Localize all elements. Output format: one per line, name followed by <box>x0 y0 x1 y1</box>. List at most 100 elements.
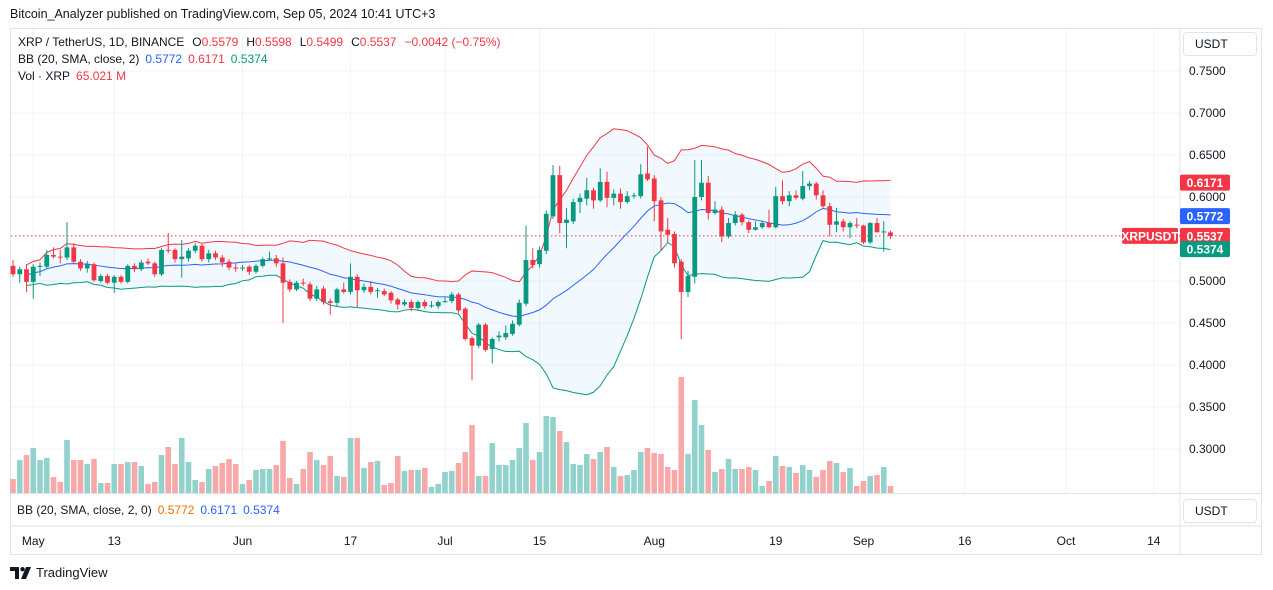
volume-bar <box>799 465 806 493</box>
volume-bar <box>347 437 354 493</box>
candle-body <box>719 209 725 237</box>
volume-bar <box>293 483 300 493</box>
candle <box>739 212 745 226</box>
legend-volume[interactable]: Vol · XRP 65.021 M <box>18 69 130 83</box>
candle-body <box>361 286 367 291</box>
candle <box>213 250 218 260</box>
legend-vol-label[interactable]: Vol · XRP <box>18 69 71 83</box>
candle <box>422 299 428 309</box>
volume-bar <box>158 455 165 493</box>
candle <box>449 291 455 303</box>
currency-button-indicator-pane[interactable]: USDT <box>1183 499 1257 523</box>
candle-body <box>165 249 171 251</box>
legend-ohlc[interactable]: XRP / TetherUS, 1D, BINANCE O0.5579 H0.559… <box>18 35 505 49</box>
candle <box>159 248 164 276</box>
bb-upper-line <box>26 128 891 283</box>
candle <box>300 278 306 287</box>
volume-bar <box>320 465 327 493</box>
x-tick-label: Jul <box>437 534 452 548</box>
volume-bar <box>354 437 361 493</box>
volume-bar <box>556 430 563 493</box>
x-tick-label: 15 <box>533 534 547 548</box>
candle-body <box>456 294 461 311</box>
tradingview-logo-icon <box>10 566 31 579</box>
candle-body <box>618 193 623 203</box>
candle-body <box>57 256 63 258</box>
volume-bar <box>583 453 590 493</box>
y-tick-label: 0.7000 <box>1189 106 1226 120</box>
candle <box>64 222 70 260</box>
bb-pane-legend[interactable]: BB (20, SMA, close, 2, 0) 0.5772 0.6171 0.5… <box>17 503 284 517</box>
candle <box>678 259 684 339</box>
candle-body <box>368 286 374 292</box>
volume-bar <box>57 482 64 493</box>
volume-bar <box>428 486 435 493</box>
candle <box>746 220 752 234</box>
candle <box>793 190 799 200</box>
candle <box>766 209 772 229</box>
legend-symbol[interactable]: XRP / TetherUS, 1D, BINANCE <box>18 35 185 49</box>
candle-body <box>780 196 785 202</box>
candle <box>165 233 171 254</box>
candle <box>334 287 340 307</box>
candle-body <box>867 223 873 243</box>
candle-body <box>300 282 306 284</box>
candle-body <box>746 222 752 230</box>
tradingview-logo[interactable]: TradingView <box>10 565 108 580</box>
currency-button[interactable]: USDT <box>1183 32 1257 56</box>
volume-bar <box>172 463 178 493</box>
published-caption: Bitcoin_Analyzer published on TradingVie… <box>10 7 436 21</box>
bb-lower-price-tag: 0.5374 <box>1187 243 1224 257</box>
candle <box>867 222 873 245</box>
candle <box>111 275 117 293</box>
legend-bb-label[interactable]: BB (20, SMA, close, 2) <box>18 52 140 66</box>
candle-body <box>510 323 515 334</box>
x-tick-label: 16 <box>958 534 972 548</box>
candle <box>537 246 542 268</box>
volume-bar <box>631 469 637 493</box>
candles <box>10 146 893 381</box>
candle-body <box>523 260 529 304</box>
candle-body <box>786 195 792 202</box>
bb-upper-price-tag-bg <box>1180 174 1230 191</box>
legend-bb[interactable]: BB (20, SMA, close, 2) 0.5772 0.6171 0.5374 <box>18 52 272 66</box>
candle-body <box>24 269 29 282</box>
bb-basis-price-tag-bg <box>1180 208 1230 225</box>
volume-bar <box>624 475 631 493</box>
candle-body <box>233 267 239 269</box>
candle <box>30 264 36 299</box>
candle-body <box>557 175 563 224</box>
bb-pane-label[interactable]: BB (20, SMA, close, 2, 0) <box>17 503 152 517</box>
candle <box>192 243 198 254</box>
candle <box>726 218 731 239</box>
candle-body <box>132 265 137 270</box>
volume-bar <box>381 485 388 493</box>
candle <box>138 260 144 271</box>
volume-bar <box>766 480 772 493</box>
candle <box>638 164 644 199</box>
volume-bar <box>84 463 91 493</box>
candle <box>240 265 245 271</box>
candle-body <box>651 178 657 202</box>
volume-bar <box>887 486 894 493</box>
volume-bar <box>489 443 496 493</box>
x-tick-label: Oct <box>1057 534 1076 548</box>
candle <box>503 325 509 340</box>
candle-body <box>273 258 279 264</box>
candle <box>759 220 765 229</box>
volume-bar <box>806 469 813 493</box>
candle-body <box>294 282 299 290</box>
volume-bar <box>745 466 752 493</box>
volume-bar <box>421 467 428 493</box>
candle-body <box>307 284 313 299</box>
candle-body <box>206 253 212 260</box>
bb-lower-line <box>26 240 891 396</box>
candle <box>125 264 131 284</box>
candle-body <box>172 249 178 260</box>
volume-bar <box>185 462 192 493</box>
volume-bar <box>550 416 556 493</box>
candle <box>773 186 779 229</box>
candle <box>888 230 893 240</box>
candle <box>476 323 482 349</box>
